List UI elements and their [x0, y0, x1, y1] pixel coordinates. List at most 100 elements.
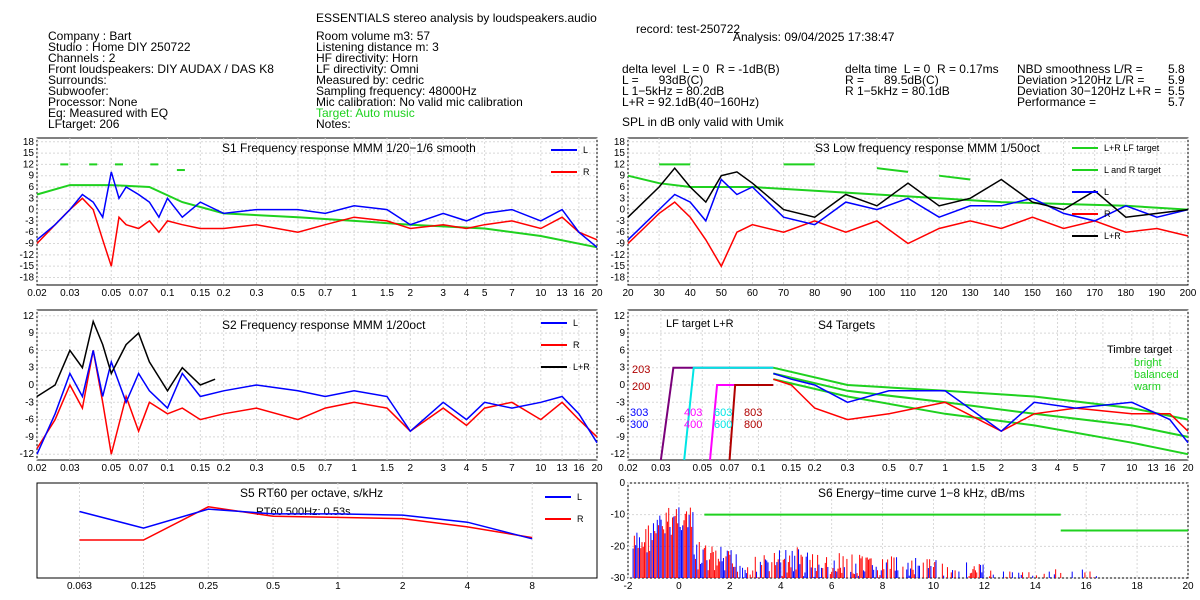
analysis-date: Analysis: 09/04/2025 17:38:47	[733, 30, 895, 44]
legend-label: L	[573, 318, 578, 328]
x-tick-label: 20	[1182, 463, 1194, 474]
y-tick-label: 9	[619, 171, 625, 182]
target-code: 600	[714, 419, 732, 431]
x-tick-label: 0.05	[102, 463, 122, 474]
y-tick-label: -3	[25, 397, 34, 408]
y-tick-label: -18	[611, 272, 626, 283]
y-tick-label: -9	[25, 432, 34, 443]
x-tick-label: 8	[529, 581, 535, 592]
x-tick-label: 16	[1081, 581, 1093, 592]
x-tick-label: -2	[624, 581, 633, 592]
y-tick-label: -15	[20, 261, 35, 272]
chart-title-S3: S3 Low frequency response MMM 1/50oct	[815, 141, 1040, 155]
col5v-line-2: 5.5	[1168, 84, 1185, 98]
col1-line-4: Surrounds:	[48, 73, 107, 87]
x-tick-label: 2	[727, 581, 733, 592]
timbre-legend-item: warm	[1133, 381, 1161, 393]
x-tick-label: 0	[676, 581, 682, 592]
col5v-line-3: 5.7	[1168, 95, 1185, 109]
target-code: 800	[744, 419, 762, 431]
info-column-5: NBD smoothness L/R = Deviation >120Hz L/R…	[1017, 63, 1162, 108]
x-tick-label: 0.1	[161, 288, 175, 299]
x-tick-label: 16	[1164, 463, 1176, 474]
y-tick-label: -6	[25, 227, 34, 238]
series-L+R	[627, 167, 1189, 219]
chart-title-S4: S4 Targets	[818, 318, 875, 332]
x-tick-label: 60	[747, 288, 759, 299]
y-tick-label: 6	[28, 345, 34, 356]
series-bright	[773, 366, 1189, 421]
x-tick-label: 110	[900, 288, 916, 299]
series-L	[627, 178, 1189, 241]
spl-note: SPL in dB only valid with Umik	[622, 115, 784, 129]
x-tick-label: 18	[1132, 581, 1144, 592]
x-tick-label: 100	[869, 288, 886, 299]
y-tick-label: 6	[28, 182, 34, 193]
y-tick-label: 9	[28, 328, 34, 339]
x-tick-label: 120	[931, 288, 948, 299]
x-tick-label: 20	[591, 463, 603, 474]
y-tick-label: 9	[619, 328, 625, 339]
x-tick-label: 1	[942, 463, 948, 474]
plot-frame-S1	[36, 137, 598, 286]
x-tick-label: 2	[408, 288, 414, 299]
col5v-line-0: 5.8	[1168, 62, 1185, 76]
legend-label: L+R LF target	[1104, 143, 1160, 153]
x-tick-label: 16	[573, 463, 585, 474]
y-tick-label: -9	[616, 432, 625, 443]
target-code: 303	[630, 407, 648, 419]
col2-line-1: Listening distance m: 3	[316, 40, 439, 54]
col1-line-7: Eq: Measured with EQ	[48, 106, 169, 120]
x-tick-label: 0.2	[217, 288, 231, 299]
x-tick-label: 0.02	[27, 463, 47, 474]
x-tick-label: 0.125	[131, 581, 156, 592]
x-tick-label: 0.05	[693, 463, 713, 474]
y-tick-label: 0	[28, 205, 34, 216]
rt60-annotation: RT60 500Hz: 0.53s	[256, 506, 351, 518]
lr-target-segment	[938, 174, 971, 181]
x-tick-label: 7	[509, 463, 515, 474]
x-tick-label: 2	[408, 463, 414, 474]
x-tick-label: 1	[351, 288, 357, 299]
x-tick-label: 4	[778, 581, 784, 592]
legend-label: L	[1104, 187, 1109, 197]
target-code: 200	[632, 381, 650, 393]
x-tick-label: 0.03	[60, 288, 80, 299]
x-tick-label: 30	[654, 288, 666, 299]
x-tick-label: 10	[1126, 463, 1138, 474]
y-tick-label: 3	[619, 363, 625, 374]
col3-line-3: L+R = 92.1dB(40−160Hz)	[622, 95, 760, 109]
series-R	[773, 378, 1189, 433]
y-tick-label: -6	[25, 415, 34, 426]
x-tick-label: 20	[622, 288, 634, 299]
series-R	[36, 197, 598, 267]
x-tick-label: 13	[557, 463, 569, 474]
col1-line-1: Studio : Home DIY 250722	[48, 40, 191, 54]
header-title-row: ESSENTIALS stereo analysis by loudspeake…	[0, 2, 1200, 35]
x-tick-label: 0.2	[217, 463, 231, 474]
x-tick-label: 0.7	[318, 463, 332, 474]
x-tick-label: 4	[464, 463, 470, 474]
x-tick-label: 40	[685, 288, 697, 299]
y-tick-label: -15	[611, 261, 626, 272]
x-tick-label: 0.15	[782, 463, 802, 474]
x-tick-label: 7	[1100, 463, 1106, 474]
x-tick-label: 3	[1031, 463, 1037, 474]
x-tick-label: 90	[840, 288, 852, 299]
x-tick-label: 0.05	[102, 288, 122, 299]
plot-frame-S5	[36, 482, 598, 579]
x-tick-label: 2	[999, 463, 1005, 474]
info-column-2: Room volume m3: 57 Listening distance m: …	[316, 30, 523, 108]
y-tick-label: -12	[611, 250, 626, 261]
series-L+R	[36, 319, 216, 398]
x-tick-label: 180	[1117, 288, 1134, 299]
y-tick-label: 12	[23, 159, 35, 170]
x-tick-label: 10	[535, 288, 547, 299]
y-tick-label: 0	[619, 478, 625, 489]
series-target	[36, 184, 598, 249]
col5-line-2: Deviation 30−120Hz L+R =	[1017, 84, 1162, 98]
y-tick-label: 0	[28, 380, 34, 391]
info-column-5-values: 5.8 5.9 5.5 5.7	[1168, 62, 1185, 109]
x-tick-label: 0.1	[161, 463, 175, 474]
x-tick-label: 20	[591, 288, 603, 299]
